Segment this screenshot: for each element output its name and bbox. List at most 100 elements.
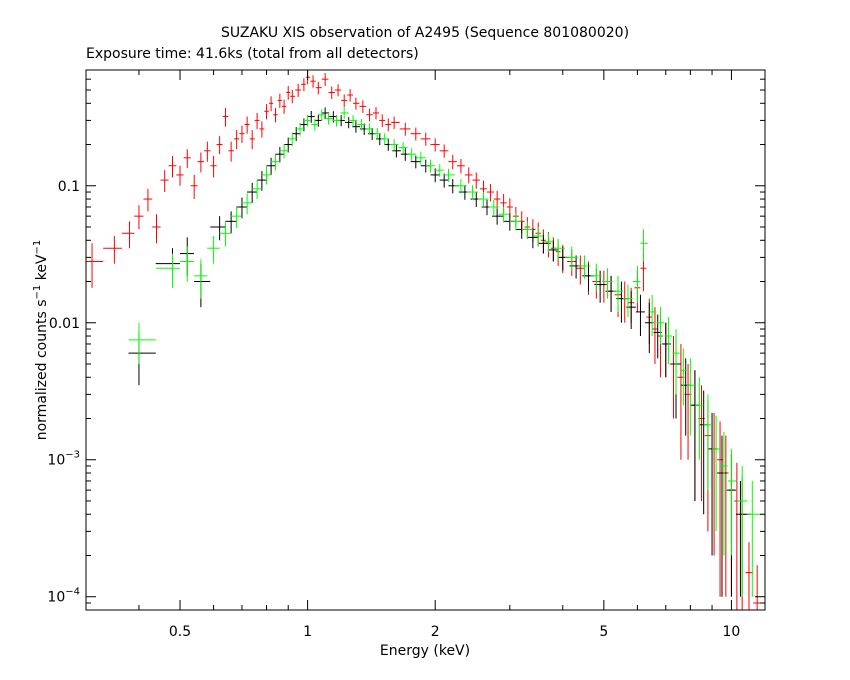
data-point xyxy=(385,118,392,132)
data-point xyxy=(275,146,285,163)
data-point xyxy=(134,205,144,230)
data-point xyxy=(478,192,489,207)
data-point xyxy=(466,185,479,200)
x-tick-label: 1 xyxy=(303,624,312,640)
data-point xyxy=(344,117,353,129)
data-point xyxy=(612,275,623,312)
series-1 xyxy=(128,107,751,597)
data-point xyxy=(399,122,411,136)
data-point xyxy=(328,86,335,99)
data-point xyxy=(261,166,272,185)
data-point xyxy=(366,108,373,122)
data-point xyxy=(210,216,226,241)
data-point xyxy=(168,155,177,178)
data-point xyxy=(548,240,559,262)
x-tick-label: 5 xyxy=(599,624,608,640)
y-axis-label-exp1: −1 xyxy=(32,285,43,300)
data-point xyxy=(236,197,248,219)
data-point xyxy=(425,159,436,173)
data-point xyxy=(407,148,417,161)
data-point xyxy=(380,133,390,146)
data-point xyxy=(321,73,329,86)
data-point xyxy=(228,141,234,162)
data-point xyxy=(398,141,408,154)
data-point xyxy=(647,294,657,337)
data-point xyxy=(439,173,449,188)
y-axis-label: normalized counts s−1 keV−1 xyxy=(32,240,50,441)
data-point xyxy=(464,167,473,184)
data-point xyxy=(183,149,191,168)
data-point xyxy=(352,121,361,133)
data-point xyxy=(303,114,312,127)
data-point xyxy=(391,116,400,129)
data-point xyxy=(664,317,673,364)
data-point xyxy=(622,284,633,318)
data-point xyxy=(576,255,585,285)
data-point xyxy=(207,235,220,264)
data-point xyxy=(652,307,658,364)
y-tick-label: 0.1 xyxy=(58,179,80,195)
data-point xyxy=(259,121,265,138)
data-point xyxy=(160,170,169,193)
plot-frame xyxy=(85,69,766,611)
data-point xyxy=(521,221,533,239)
data-point xyxy=(532,227,544,247)
data-point xyxy=(590,263,602,292)
data-point xyxy=(225,211,237,234)
data-point xyxy=(194,259,208,299)
x-tick-label: 2 xyxy=(431,624,440,640)
data-point xyxy=(210,155,217,178)
data-point xyxy=(389,138,399,151)
data-point xyxy=(747,480,763,597)
data-point xyxy=(254,112,260,129)
data-point xyxy=(179,246,195,282)
data-point xyxy=(249,130,255,150)
data-point xyxy=(239,125,245,144)
data-series-layer xyxy=(86,70,765,610)
data-point xyxy=(379,114,386,128)
data-point xyxy=(359,100,367,113)
x-tick-label: 0.5 xyxy=(169,624,191,640)
data-point xyxy=(690,370,700,501)
data-point xyxy=(271,154,280,171)
data-point xyxy=(448,154,457,170)
data-point xyxy=(564,246,579,271)
chart-title: SUZAKU XIS observation of A2495 (Sequenc… xyxy=(221,25,629,41)
y-tick-label: 10−3 xyxy=(47,450,80,469)
chart-subtitle: Exposure time: 41.6ks (total from all de… xyxy=(86,46,419,62)
data-point xyxy=(734,462,740,610)
series-0 xyxy=(86,70,765,610)
data-point xyxy=(286,85,291,100)
data-point xyxy=(314,114,322,127)
data-point xyxy=(310,75,316,88)
data-point xyxy=(295,83,302,97)
data-point xyxy=(699,390,708,515)
data-point xyxy=(527,228,539,249)
data-point xyxy=(727,448,737,556)
data-point xyxy=(560,244,568,274)
data-point xyxy=(365,123,374,136)
data-point xyxy=(357,119,366,131)
data-point xyxy=(341,94,348,108)
data-point xyxy=(430,138,440,152)
x-axis-label: Energy (keV) xyxy=(380,643,470,659)
data-point xyxy=(194,263,211,308)
y-axis-label-mid: keV xyxy=(34,254,50,285)
data-point xyxy=(307,110,315,123)
data-point xyxy=(509,213,522,231)
data-point xyxy=(277,93,282,108)
data-point xyxy=(284,137,293,153)
data-point xyxy=(488,199,499,216)
data-point xyxy=(190,174,198,200)
data-point xyxy=(315,81,322,95)
data-point xyxy=(416,151,426,165)
data-point xyxy=(456,158,465,174)
data-point xyxy=(222,107,229,127)
data-point xyxy=(121,221,135,249)
data-point xyxy=(152,214,161,244)
data-point xyxy=(241,193,253,215)
data-point xyxy=(736,466,748,597)
data-point xyxy=(247,182,258,203)
data-point xyxy=(325,112,333,125)
